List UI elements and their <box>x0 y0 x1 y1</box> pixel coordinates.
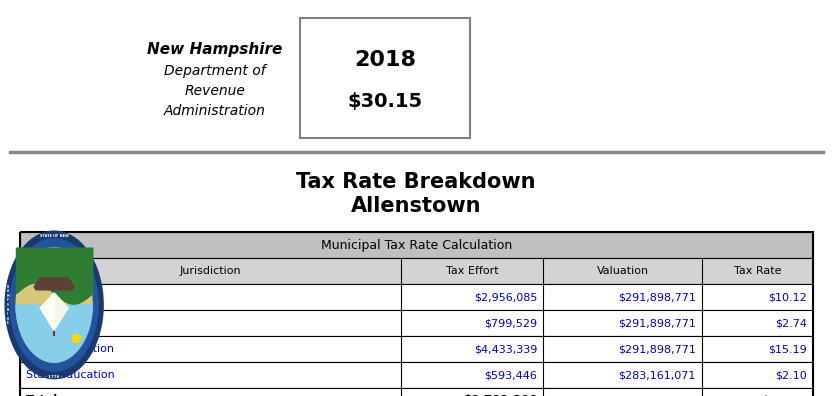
Text: Revenue: Revenue <box>185 84 246 98</box>
Text: $2.10: $2.10 <box>776 370 807 380</box>
Text: $291,898,771: $291,898,771 <box>618 292 696 302</box>
Bar <box>20 232 813 258</box>
Polygon shape <box>16 305 92 362</box>
Text: Administration: Administration <box>164 104 266 118</box>
Polygon shape <box>10 239 98 371</box>
Text: STATE OF NEW: STATE OF NEW <box>40 234 68 238</box>
Text: $30.15: $30.15 <box>347 93 422 112</box>
Bar <box>20 232 813 396</box>
Polygon shape <box>16 248 92 362</box>
Text: New Hampshire: New Hampshire <box>147 42 282 57</box>
Polygon shape <box>54 293 68 331</box>
Text: $283,161,071: $283,161,071 <box>619 370 696 380</box>
Polygon shape <box>34 278 74 290</box>
Text: State Education: State Education <box>26 370 115 380</box>
Text: $10.12: $10.12 <box>768 292 807 302</box>
Bar <box>20 362 813 388</box>
Text: Municipal Tax Rate Calculation: Municipal Tax Rate Calculation <box>321 238 512 251</box>
Text: $2,956,085: $2,956,085 <box>474 292 537 302</box>
Bar <box>300 18 470 138</box>
Text: Municipal: Municipal <box>26 292 79 302</box>
Text: Local Education: Local Education <box>26 344 114 354</box>
Text: $30.15: $30.15 <box>761 394 807 396</box>
Polygon shape <box>40 293 54 331</box>
Bar <box>20 336 813 362</box>
Text: $4,433,339: $4,433,339 <box>474 344 537 354</box>
Text: $15.19: $15.19 <box>768 344 807 354</box>
Polygon shape <box>5 231 103 379</box>
Text: Tax Rate: Tax Rate <box>734 266 781 276</box>
Text: County: County <box>26 318 66 328</box>
Bar <box>20 284 813 310</box>
Text: $291,898,771: $291,898,771 <box>618 344 696 354</box>
Text: Valuation: Valuation <box>596 266 649 276</box>
Text: $2.74: $2.74 <box>775 318 807 328</box>
Bar <box>20 258 813 284</box>
Text: $8,782,399: $8,782,399 <box>462 394 537 396</box>
Text: Allenstown: Allenstown <box>351 196 481 216</box>
Text: Total: Total <box>26 394 58 396</box>
Text: Jurisdiction: Jurisdiction <box>179 266 241 276</box>
Text: Tax Effort: Tax Effort <box>446 266 498 276</box>
Text: Tax Rate Breakdown: Tax Rate Breakdown <box>297 172 536 192</box>
Text: Department of: Department of <box>164 64 266 78</box>
Bar <box>20 388 813 396</box>
Text: · 1776 ·: · 1776 · <box>45 375 63 379</box>
Bar <box>20 310 813 336</box>
Text: H
A
M
P
S
H
I
R
E: H A M P S H I R E <box>7 284 10 326</box>
Text: 2018: 2018 <box>354 50 416 70</box>
Text: $593,446: $593,446 <box>485 370 537 380</box>
Text: $291,898,771: $291,898,771 <box>618 318 696 328</box>
Text: $799,529: $799,529 <box>484 318 537 328</box>
